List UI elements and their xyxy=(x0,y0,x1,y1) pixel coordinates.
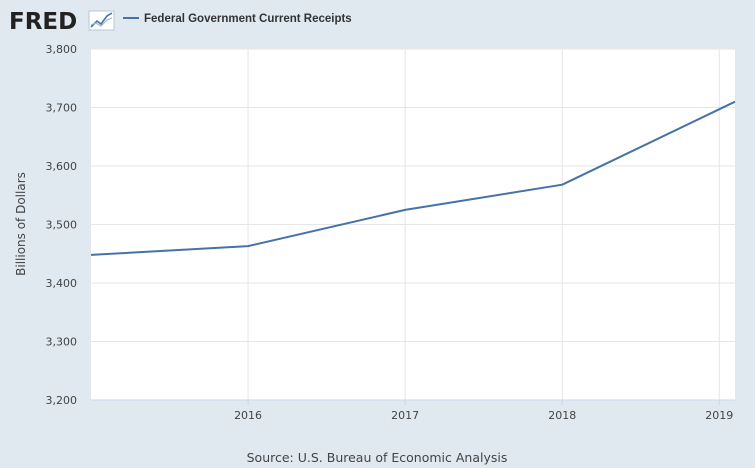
series-line[interactable] xyxy=(90,100,736,256)
x-tick-label: 2019 xyxy=(705,409,733,422)
y-tick-label: 3,200 xyxy=(46,394,78,407)
y-tick-label: 3,600 xyxy=(46,160,78,173)
y-tick-label: 3,400 xyxy=(46,277,78,290)
x-tick-label: 2017 xyxy=(391,409,419,422)
y-axis-ticks: 3,200 3,300 3,400 3,500 3,600 3,700 3,800 xyxy=(46,43,78,407)
legend-label: Federal Government Current Receipts xyxy=(144,13,352,25)
source-note: Source: U.S. Bureau of Economic Analysis xyxy=(247,450,508,465)
fred-logo-text: FRED xyxy=(9,9,77,35)
y-tick-label: 3,500 xyxy=(46,219,78,232)
series-layer xyxy=(90,100,736,256)
legend[interactable]: Federal Government Current Receipts xyxy=(123,13,352,25)
y-axis-label: Billions of Dollars xyxy=(14,172,28,276)
y-tick-label: 3,700 xyxy=(46,102,78,115)
x-tick-label: 2016 xyxy=(234,409,262,422)
y-tick-label: 3,800 xyxy=(46,43,78,56)
y-tick-label: 3,300 xyxy=(46,336,78,349)
x-tick-label: 2018 xyxy=(548,409,576,422)
chart-line-icon xyxy=(88,10,115,31)
x-axis-ticks: 2016 2017 2018 2019 xyxy=(234,400,733,422)
fred-logo[interactable]: FRED xyxy=(9,9,115,35)
gridlines xyxy=(91,48,735,400)
